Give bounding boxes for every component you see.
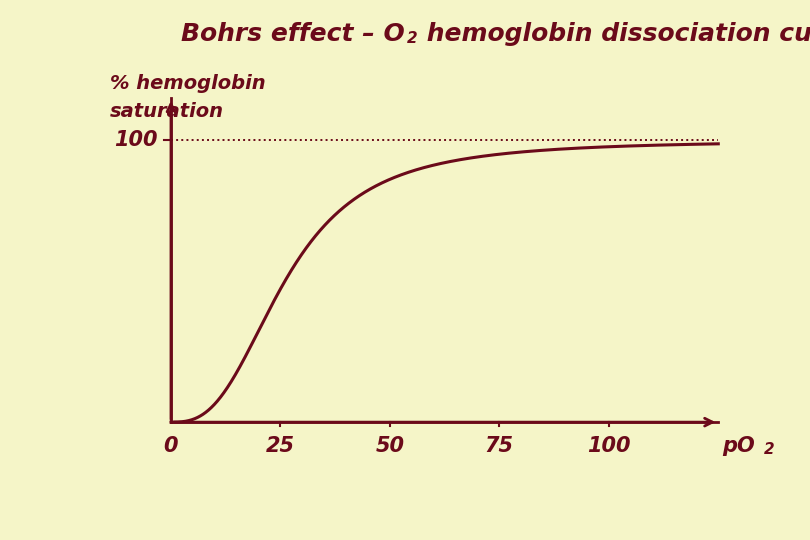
Text: Bohrs effect – O: Bohrs effect – O <box>181 22 405 45</box>
Text: hemoglobin dissociation curve: hemoglobin dissociation curve <box>418 22 810 45</box>
Text: 2: 2 <box>407 31 417 46</box>
Text: 2: 2 <box>765 442 775 457</box>
Text: 100: 100 <box>587 436 630 456</box>
Text: 100: 100 <box>114 130 158 151</box>
Text: pO: pO <box>723 436 756 456</box>
Text: 50: 50 <box>375 436 404 456</box>
Text: 0: 0 <box>164 436 178 456</box>
Text: 25: 25 <box>266 436 295 456</box>
Text: saturation: saturation <box>109 102 224 120</box>
Text: % hemoglobin: % hemoglobin <box>109 73 266 92</box>
Text: 75: 75 <box>485 436 514 456</box>
